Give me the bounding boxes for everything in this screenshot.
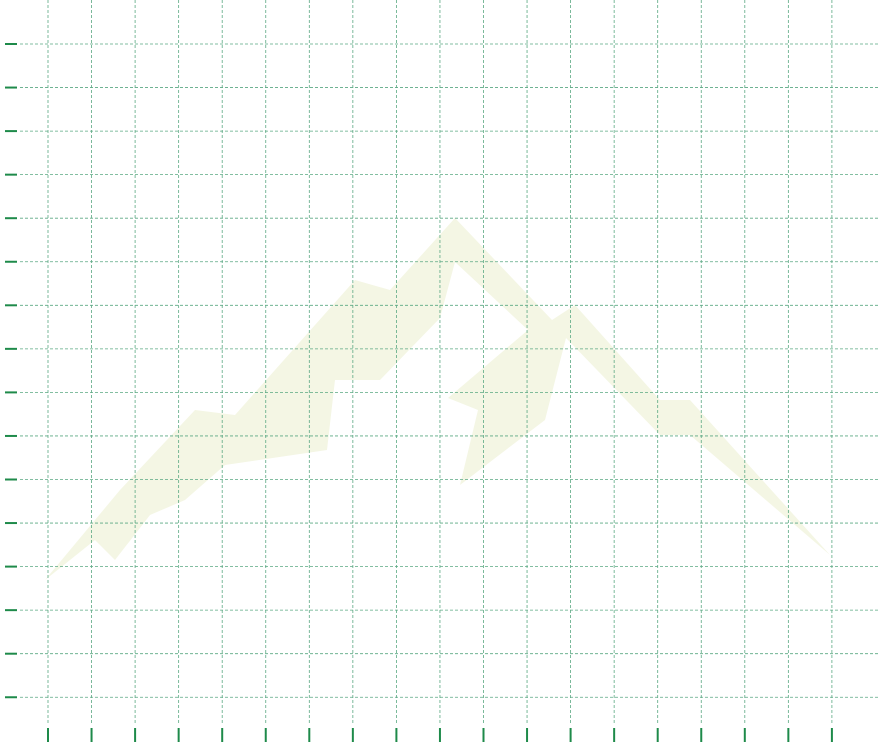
grid-canvas (0, 0, 879, 742)
page: (() => { const svg = document.getElement… (0, 0, 879, 742)
mountain-shape (45, 218, 830, 580)
